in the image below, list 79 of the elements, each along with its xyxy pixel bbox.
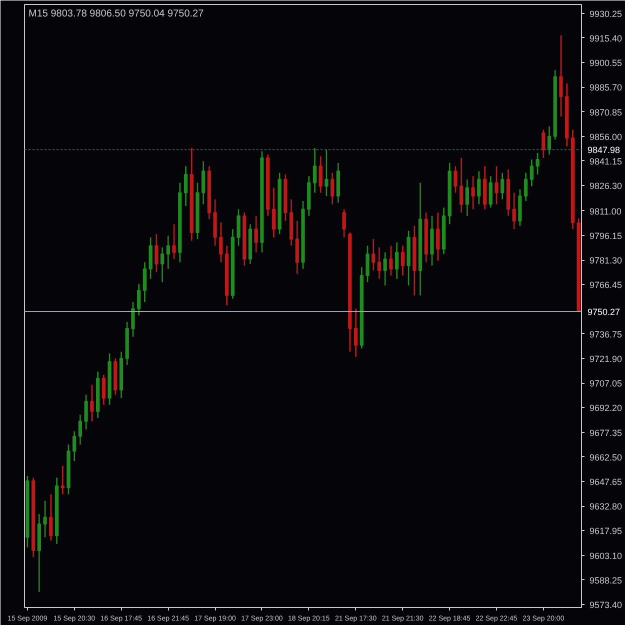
candlestick xyxy=(295,220,299,275)
candlestick xyxy=(559,34,563,118)
candlestick xyxy=(148,236,152,280)
y-tick-label: 9677.35 xyxy=(590,428,622,438)
candlestick xyxy=(377,246,382,280)
candlestick xyxy=(342,208,346,238)
candlestick xyxy=(272,187,276,238)
candlestick xyxy=(477,170,481,205)
y-tick-label: 9915.40 xyxy=(590,33,622,44)
candlestick xyxy=(488,175,492,208)
y-tick-label: 9603.10 xyxy=(590,550,622,561)
candlestick xyxy=(372,238,376,272)
candlestick xyxy=(184,166,188,207)
candlestick xyxy=(354,308,358,358)
ref-line-label: 9847.98 xyxy=(588,145,620,156)
y-tick-label: 9707.05 xyxy=(590,378,622,389)
y-tick-label: 9766.45 xyxy=(590,280,622,290)
y-tick-label: 9841.15 xyxy=(590,156,622,166)
candlestick xyxy=(530,158,534,187)
y-tick-label: 9721.90 xyxy=(590,354,622,364)
candlestick xyxy=(236,208,240,246)
candlestick xyxy=(172,224,176,260)
y-tick-label: 9692.20 xyxy=(590,403,622,414)
candlestick xyxy=(312,147,317,194)
candlestick xyxy=(137,283,141,316)
candlestick xyxy=(512,192,516,230)
candlestick xyxy=(78,414,82,446)
y-tick-label: 9617.95 xyxy=(590,526,622,536)
candlestick xyxy=(494,166,498,205)
candlestick xyxy=(102,374,106,406)
candlestick xyxy=(49,494,53,542)
candlestick xyxy=(154,233,158,273)
y-tick-label: 9811.00 xyxy=(590,206,622,216)
candlestick xyxy=(465,178,469,217)
y-tick-label: 9826.30 xyxy=(590,181,622,192)
candlestick xyxy=(330,172,334,205)
y-tick-label: 9885.70 xyxy=(590,82,622,93)
y-tick-label: 9632.80 xyxy=(590,502,622,512)
y-tick-label: 9870.85 xyxy=(590,107,622,118)
candlestick xyxy=(131,301,135,338)
chart-title: M15 9803.78 9806.50 9750.04 9750.27 xyxy=(28,8,204,20)
candlestick xyxy=(166,235,170,270)
y-tick-label: 9588.25 xyxy=(590,575,622,586)
candlestick xyxy=(500,172,504,200)
candlestick xyxy=(160,246,164,283)
y-tick-label: 9796.15 xyxy=(590,231,622,242)
candlestick xyxy=(84,394,88,430)
candlestick xyxy=(547,126,552,156)
candlestick xyxy=(254,215,258,253)
candlestick xyxy=(324,148,328,197)
candlestick xyxy=(142,262,147,303)
candlestick xyxy=(383,252,387,286)
y-tick-label: 9736.75 xyxy=(590,329,622,340)
candlestick xyxy=(202,160,206,205)
y-tick-label: 9781.30 xyxy=(590,256,622,266)
candlestick xyxy=(43,500,47,538)
candlestick xyxy=(436,212,440,262)
candlestick xyxy=(90,384,94,422)
candlestick xyxy=(400,245,404,276)
y-tick-label: 9900.55 xyxy=(590,58,622,68)
candlestick xyxy=(471,175,475,210)
y-tick-label: 9647.65 xyxy=(590,477,622,488)
y-tick-label: 9930.25 xyxy=(590,8,622,19)
y-tick-label: 9573.40 xyxy=(590,600,622,610)
candlestick xyxy=(219,222,223,263)
candlestick xyxy=(394,242,399,280)
candlestick xyxy=(60,465,64,495)
candlestick xyxy=(542,129,546,159)
candlestick xyxy=(366,245,370,283)
y-tick-label: 9856.00 xyxy=(590,132,622,142)
candlestick xyxy=(72,430,76,462)
candlestick xyxy=(318,156,322,194)
candlestick xyxy=(524,172,528,202)
ref-line-label: 9750.27 xyxy=(588,307,620,318)
y-tick-label: 9662.50 xyxy=(590,452,622,462)
candlestick xyxy=(454,166,458,194)
candlestick xyxy=(536,152,540,176)
candlestick xyxy=(459,157,464,214)
candlestick xyxy=(389,245,393,276)
